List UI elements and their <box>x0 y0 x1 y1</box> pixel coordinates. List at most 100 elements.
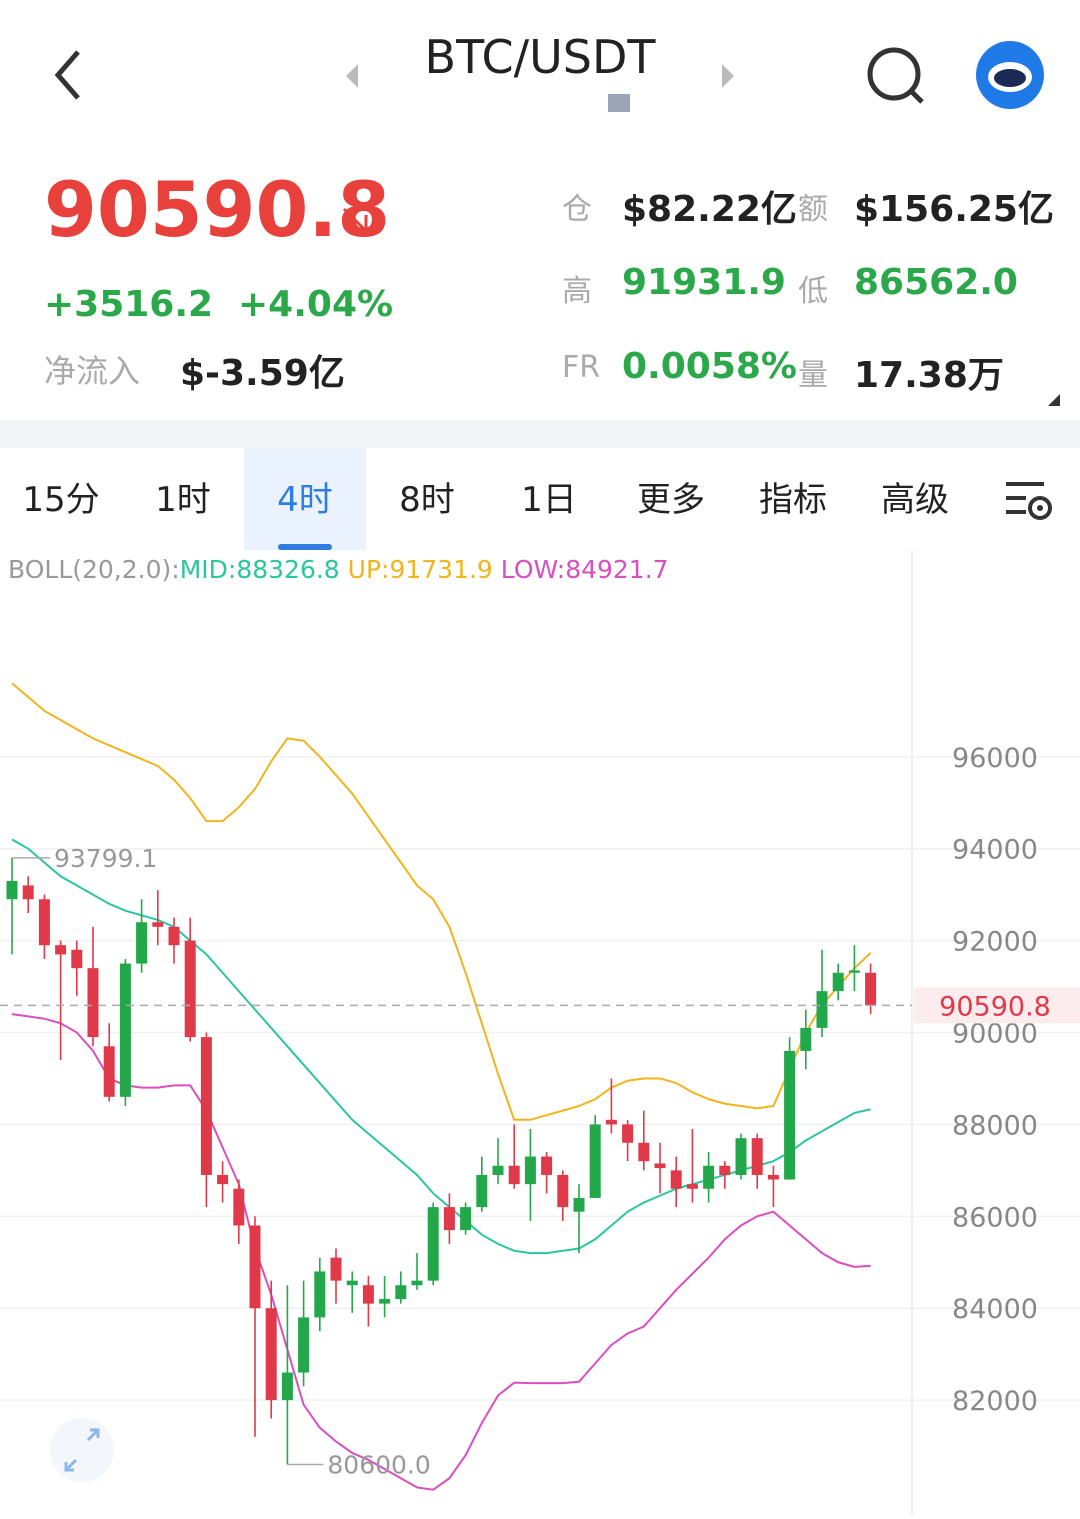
candle-body <box>103 1046 115 1097</box>
candle-body <box>800 1027 812 1051</box>
candle-body <box>589 1124 601 1198</box>
stat-value: 17.38万 <box>854 355 1004 396</box>
y-tick-label: 88000 <box>952 1110 1038 1141</box>
net-inflow-label: 净流入 <box>44 352 141 390</box>
legend-entry: UP:91731.9 <box>348 555 493 584</box>
stat-value: 91931.9 <box>622 262 786 303</box>
candle-body <box>200 1037 212 1175</box>
candle-body <box>508 1165 520 1185</box>
candle-body <box>460 1207 472 1231</box>
candle-body <box>427 1207 439 1281</box>
boll-line <box>11 682 872 1121</box>
candle-body <box>184 940 196 1038</box>
candle-body <box>314 1271 326 1318</box>
stat-label: 仓 <box>562 192 592 227</box>
candle-body <box>605 1119 617 1125</box>
y-tick-label: 96000 <box>952 743 1038 774</box>
candle-body <box>362 1285 374 1304</box>
interval-tab[interactable]: 8时 <box>399 480 455 520</box>
candle-body <box>573 1197 585 1212</box>
indicator-legend: BOLL(20,2.0):MID:88326.8 UP:91731.9 LOW:… <box>8 555 669 584</box>
candle-body <box>6 880 18 900</box>
down-arrow <box>342 207 368 233</box>
stat-label: 低 <box>798 274 828 309</box>
candle-body <box>38 899 50 946</box>
candle-body <box>622 1124 634 1143</box>
interval-tab[interactable]: 指标 <box>759 480 827 520</box>
back-button[interactable] <box>54 50 80 100</box>
candle-body <box>71 949 83 969</box>
interval-tab[interactable]: 1时 <box>155 480 211 520</box>
interval-tab[interactable]: 15分 <box>22 480 100 520</box>
interval-tab[interactable]: 1日 <box>521 480 577 520</box>
net-inflow: $-3.59亿 <box>180 353 345 394</box>
last-price: 90590.8 <box>44 165 391 254</box>
stat-label: 高 <box>562 274 592 309</box>
stat-value: $82.22亿 <box>622 189 797 230</box>
legend-entry: BOLL(20,2.0): <box>8 555 180 584</box>
candle-body <box>346 1280 358 1286</box>
candle-body <box>832 972 844 992</box>
stat-value: $156.25亿 <box>854 189 1054 230</box>
candle-body <box>55 945 67 955</box>
candle-body <box>265 1308 277 1401</box>
y-tick-label: 90000 <box>952 1019 1038 1050</box>
y-tick-label: 86000 <box>952 1202 1038 1233</box>
legend-entry: LOW:84921.7 <box>501 555 669 584</box>
candle-body <box>379 1299 391 1304</box>
last-price-label: 90590.8 <box>939 991 1051 1022</box>
candle-body <box>476 1174 488 1208</box>
candle-body <box>443 1207 455 1231</box>
candle-body <box>492 1165 504 1175</box>
y-tick-label: 92000 <box>952 927 1038 958</box>
settings-button[interactable] <box>1000 478 1060 524</box>
candle-body <box>735 1138 747 1175</box>
y-tick-label: 82000 <box>952 1386 1038 1417</box>
interval-tab[interactable]: 高级 <box>881 480 949 520</box>
badge <box>608 94 630 112</box>
candle-body <box>395 1285 407 1300</box>
prev-symbol[interactable] <box>346 64 358 88</box>
next-symbol[interactable] <box>722 64 734 88</box>
interval-tab[interactable]: 更多 <box>637 480 705 520</box>
interval-tab[interactable]: 4时 <box>244 448 366 550</box>
max-label: 93799.1 <box>54 844 157 873</box>
candle-body <box>22 885 34 900</box>
top-bar-icons <box>54 41 1044 112</box>
last-price-tag <box>914 987 1080 1024</box>
legend-entry: MID:88326.8 <box>180 555 340 584</box>
price-change-pct: +4.04% <box>238 284 394 325</box>
candle-body <box>686 1184 698 1189</box>
candle-body <box>719 1165 731 1175</box>
candle-body <box>330 1257 342 1281</box>
candle-body <box>298 1317 310 1373</box>
expand-corner[interactable] <box>1046 392 1062 408</box>
candle-body <box>152 922 164 927</box>
candle-body <box>670 1170 682 1189</box>
boll-line <box>11 1013 871 1491</box>
candle-body <box>557 1174 569 1208</box>
fullscreen-bg <box>50 1418 114 1482</box>
min-label: 80600.0 <box>327 1450 430 1479</box>
candle-body <box>87 968 99 1038</box>
candlestick-chart: 82000 84000 86000 88000 90000 92000 94000 96000… <box>0 550 1080 1515</box>
candle-body <box>784 1050 796 1180</box>
fullscreen-icon <box>64 1428 100 1472</box>
y-tick-label: 84000 <box>952 1294 1038 1325</box>
stat-label: 额 <box>798 192 828 227</box>
candle-body <box>136 922 148 964</box>
candle-body <box>541 1156 553 1175</box>
candle-body <box>233 1188 245 1226</box>
price-change: +3516.2 <box>44 284 214 325</box>
candle-body <box>703 1165 715 1189</box>
stat-value: 0.0058% <box>622 346 797 387</box>
search-button[interactable] <box>867 47 921 101</box>
fullscreen-button[interactable] <box>50 1418 114 1482</box>
candle-body <box>848 970 860 973</box>
candle-body <box>638 1142 650 1162</box>
candle-body <box>249 1225 261 1309</box>
y-tick-label: 94000 <box>952 835 1038 866</box>
candle-body <box>524 1156 536 1185</box>
candle-body <box>654 1163 666 1169</box>
